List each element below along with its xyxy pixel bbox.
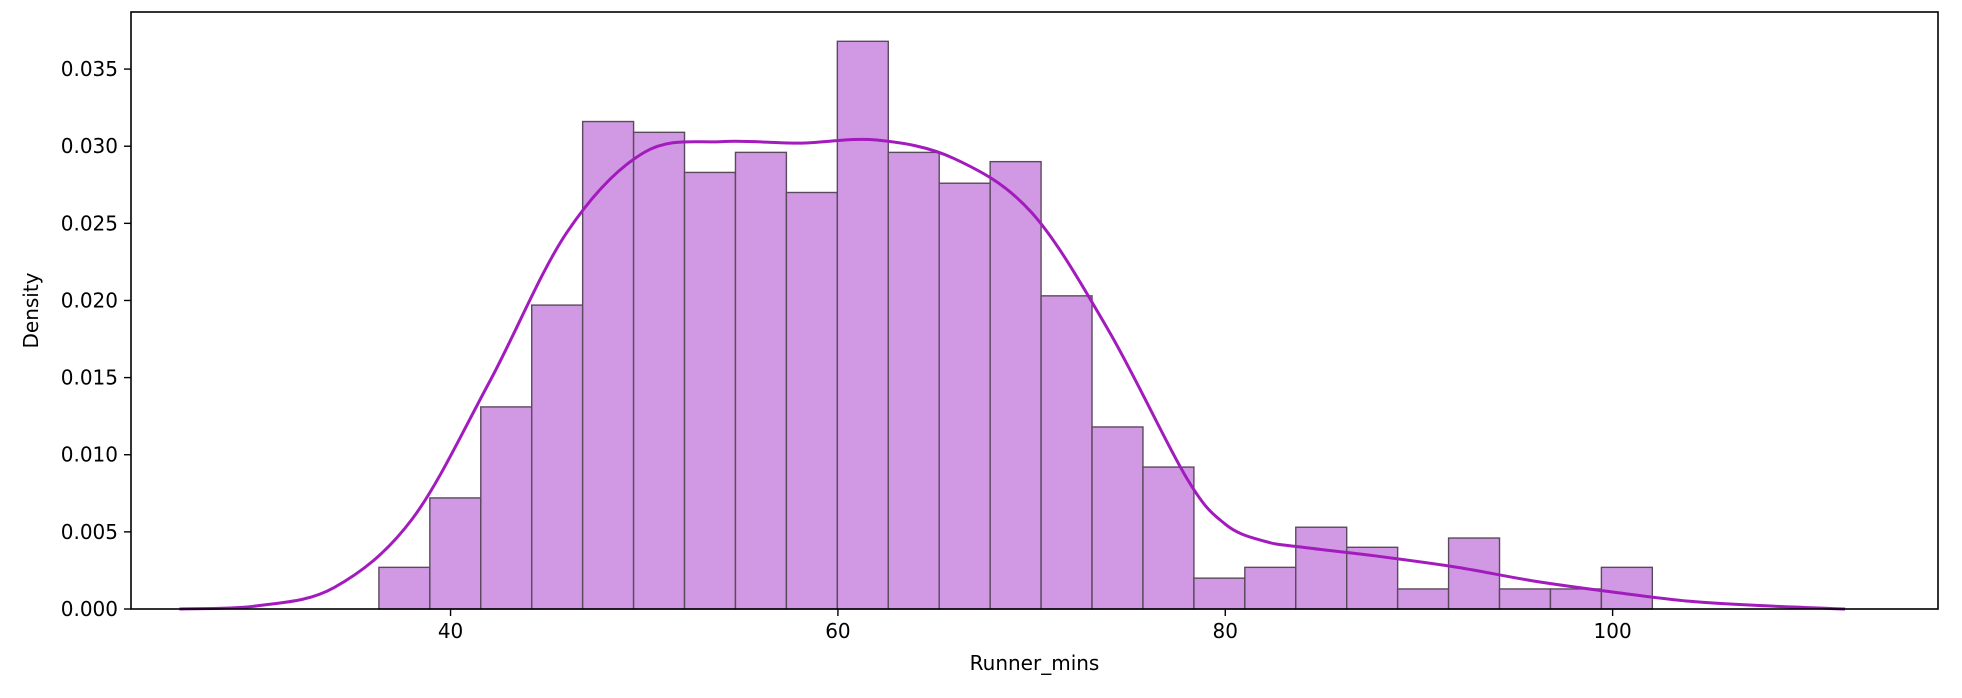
histogram-bar (429, 497, 482, 610)
y-tick-label: 0.005 (61, 520, 118, 544)
histogram-bar (1040, 295, 1093, 610)
x-axis-label: Runner_mins (970, 651, 1100, 675)
kde-line (179, 137, 1846, 611)
y-tick-label: 0.030 (61, 134, 118, 158)
histogram-bar (1091, 426, 1144, 610)
histogram-bar (836, 40, 889, 610)
y-tick-label: 0.010 (61, 443, 118, 467)
histogram-bars (378, 40, 1654, 610)
x-tick-label: 40 (438, 619, 463, 643)
histogram-bar (1142, 466, 1195, 610)
y-tick-label: 0.015 (61, 366, 118, 390)
histogram-bar (683, 171, 737, 610)
histogram-bar (734, 151, 788, 610)
histogram-bar (1600, 566, 1654, 610)
x-axis-ticks: 40 60 80 100 (438, 609, 1632, 643)
y-tick-label: 0.025 (61, 211, 118, 235)
y-tick-label: 0.020 (61, 288, 118, 312)
histogram-bar (1193, 577, 1246, 610)
histogram-bar (938, 182, 991, 610)
histogram-bar (1396, 588, 1450, 610)
histogram-bar (785, 191, 839, 610)
y-axis-ticks: 0.000 0.005 0.010 0.015 0.020 0.025 0.030 0.035 (61, 57, 131, 621)
y-tick-label: 0.000 (61, 597, 118, 621)
histogram-bar (1549, 588, 1603, 610)
histogram-bar (887, 151, 940, 610)
y-tick-label: 0.035 (61, 57, 118, 81)
x-tick-label: 60 (825, 619, 850, 643)
histogram-bar (1295, 526, 1348, 610)
x-tick-label: 80 (1213, 619, 1238, 643)
histogram-bar (581, 120, 635, 610)
histogram-bar (632, 131, 686, 610)
histogram-bar (1498, 588, 1552, 610)
x-tick-label: 100 (1594, 619, 1632, 643)
histogram-bar (378, 566, 431, 610)
histogram-bar (989, 160, 1042, 610)
histogram-bar (1244, 566, 1297, 610)
histogram-bar (531, 304, 584, 610)
histogram-bar (480, 406, 533, 610)
plot-frame (130, 11, 1939, 610)
y-axis-label: Density (19, 272, 43, 348)
